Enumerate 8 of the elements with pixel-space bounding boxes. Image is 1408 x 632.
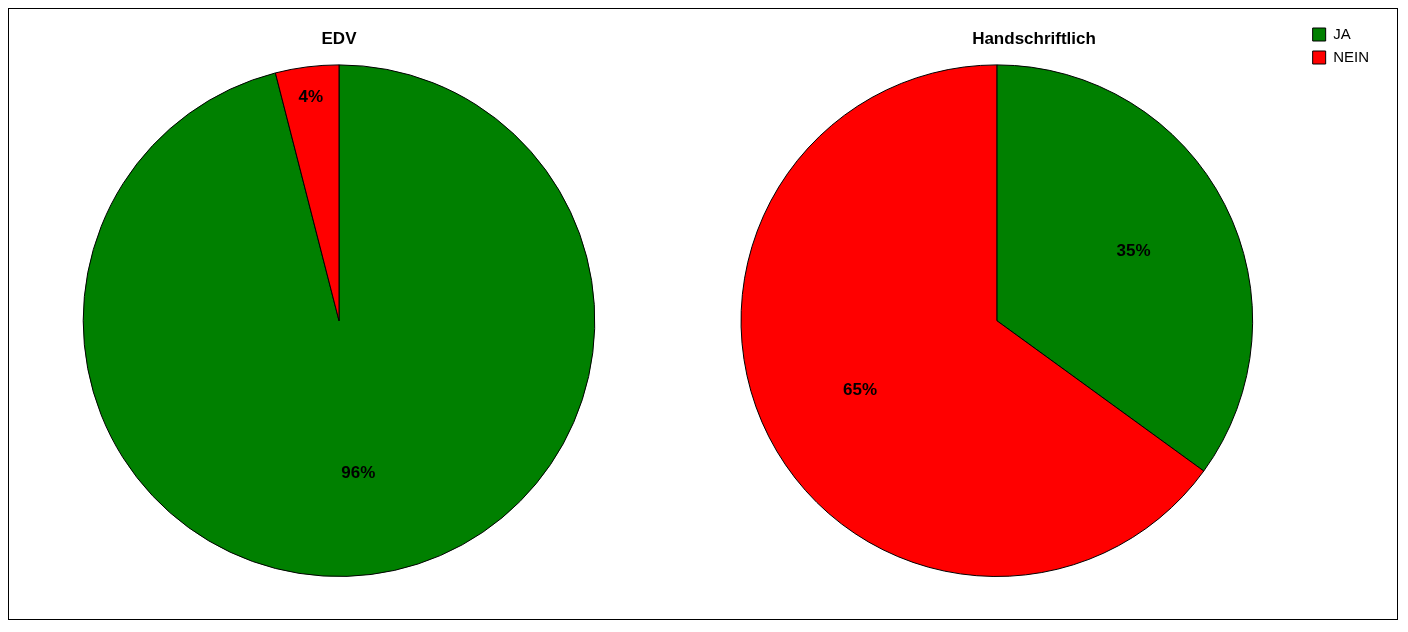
chart-title: Handschriftlich [972,28,1096,48]
data-label: 4% [298,87,324,107]
data-label: 96% [341,462,376,482]
data-label: 35% [1116,240,1151,260]
legend-label: JA [1333,24,1351,42]
legend-label: NEIN [1333,47,1370,65]
chart-title: EDV [321,28,358,48]
data-label: 65% [843,380,878,400]
